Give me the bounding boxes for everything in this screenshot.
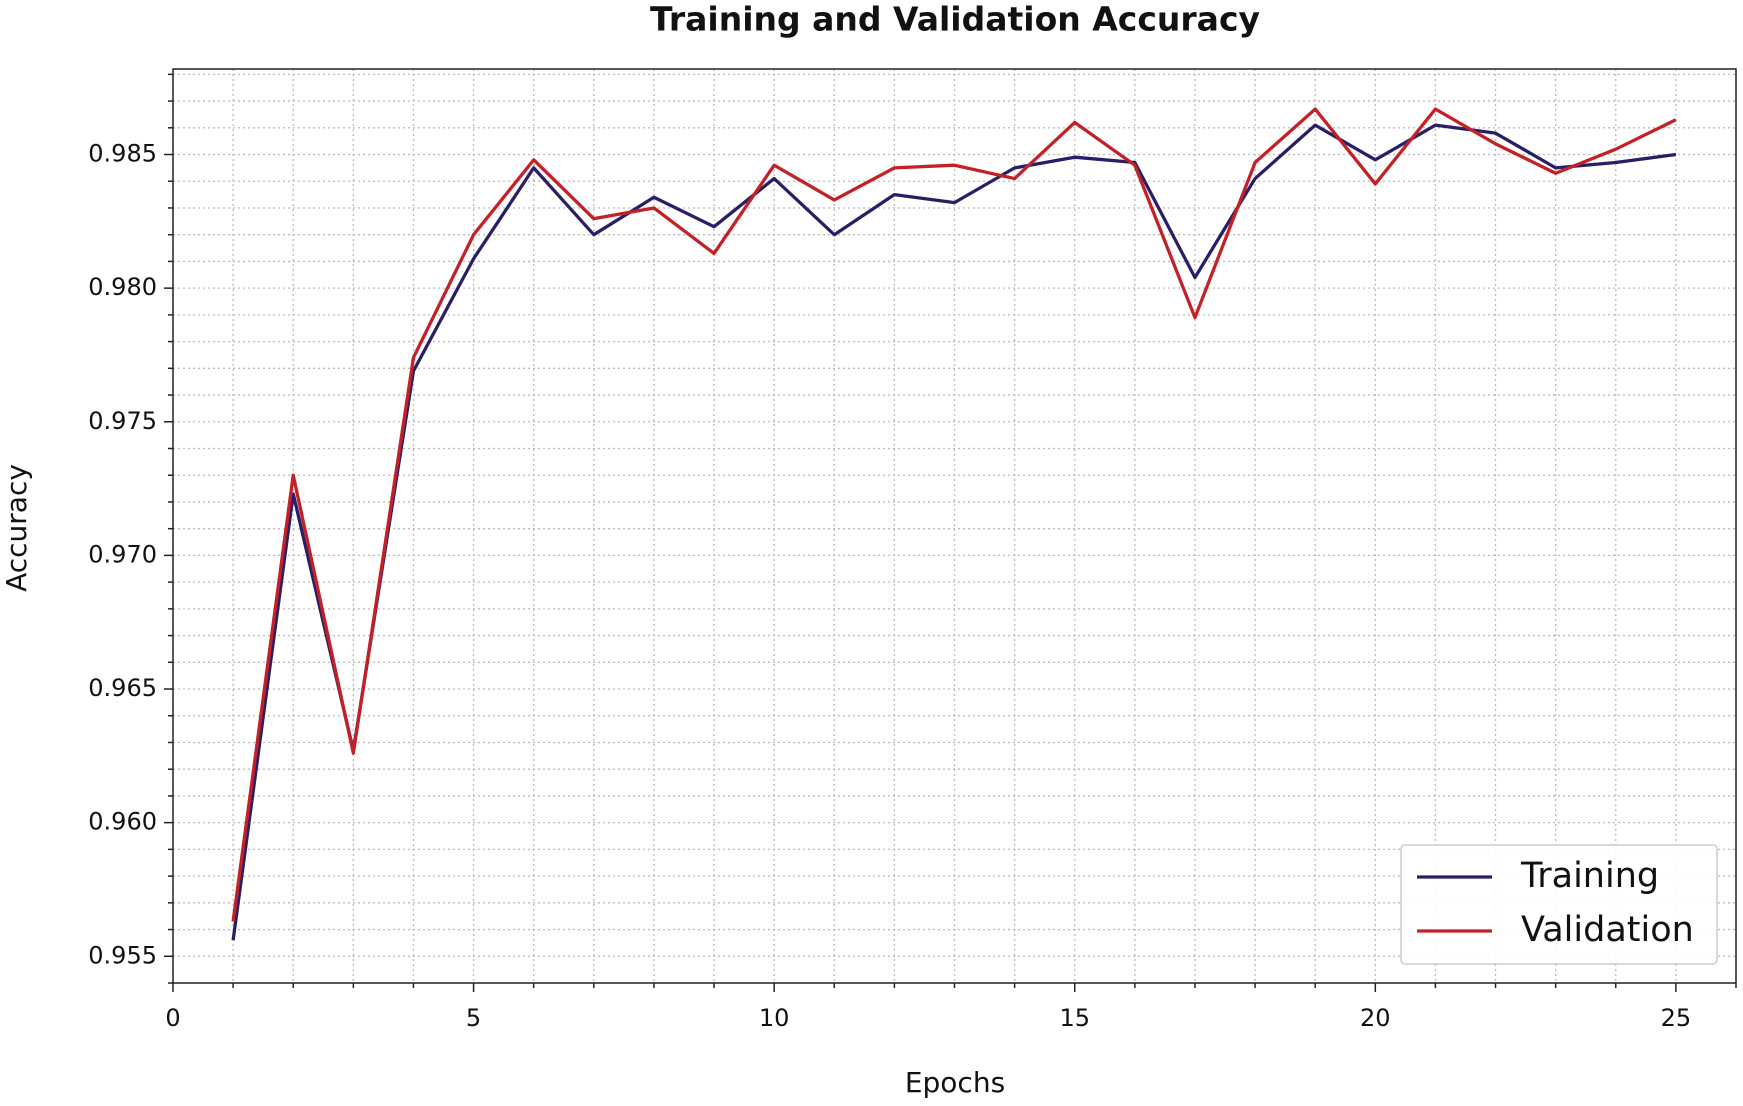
legend-label: Training (1520, 856, 1659, 896)
y-tick-label: 0.975 (88, 407, 157, 435)
plot-frame (172, 68, 1737, 984)
legend: Training Validation (1400, 844, 1718, 965)
y-axis-label: Accuracy (0, 464, 33, 592)
series-line (231, 107, 1677, 922)
chart-title: Training and Validation Accuracy (650, 0, 1260, 39)
x-tick-label: 10 (759, 1004, 790, 1032)
x-tick-label: 20 (1360, 1004, 1391, 1032)
legend-label: Validation (1521, 910, 1694, 950)
y-tick-label: 0.955 (88, 941, 157, 969)
y-tick-label: 0.980 (88, 273, 157, 301)
y-tick-label: 0.965 (88, 674, 157, 702)
y-tick-label: 0.960 (88, 808, 157, 836)
y-tick-label: 0.985 (88, 140, 157, 168)
legend-box (1400, 844, 1718, 965)
x-tick-label: 0 (165, 1004, 180, 1032)
x-tick-label: 5 (466, 1004, 481, 1032)
series-line (231, 123, 1677, 941)
x-tick-label: 25 (1661, 1004, 1692, 1032)
x-tick-label: 15 (1059, 1004, 1090, 1032)
y-tick-label: 0.970 (88, 540, 157, 568)
x-axis-label: Epochs (905, 1066, 1005, 1099)
